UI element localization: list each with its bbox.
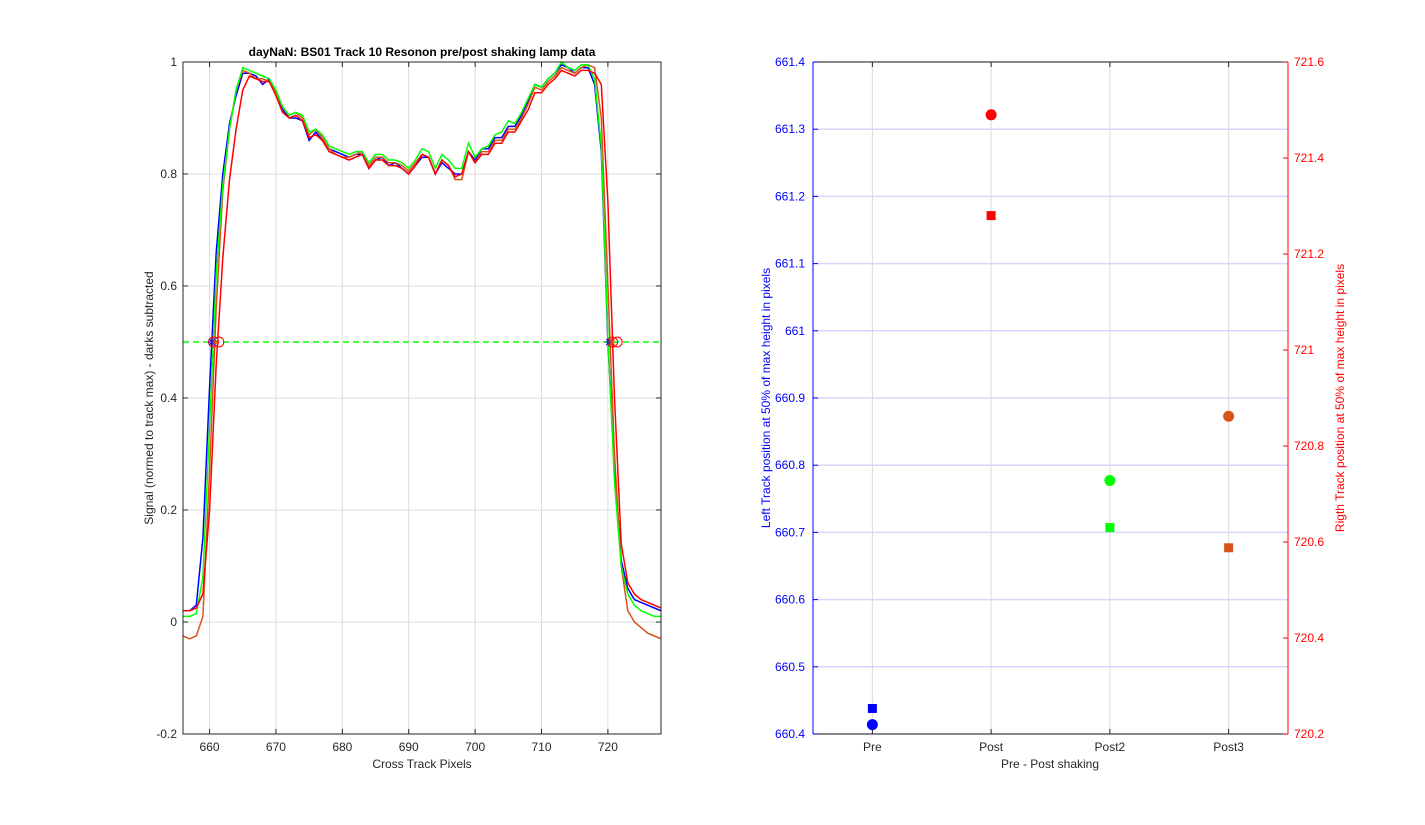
right-left-y-tick-label: 660.8 xyxy=(775,458,805,472)
left-series-line-1 xyxy=(182,63,662,640)
left-y-tick-label: 1 xyxy=(170,55,177,69)
point-post3-circle xyxy=(1223,410,1235,422)
left-crossing-star-marker-5 xyxy=(211,338,220,346)
right-right-y-tick-label: 721.2 xyxy=(1294,247,1324,261)
right-left-y-axis-label: Left Track position at 50% of max height… xyxy=(759,268,773,528)
left-y-tick-label: -0.2 xyxy=(156,727,177,741)
right-left-y-tick-label: 660.4 xyxy=(775,727,805,741)
right-left-y-tick-label: 661 xyxy=(785,324,805,338)
point-post-circle xyxy=(985,109,997,121)
right-right-y-tick-label: 720.4 xyxy=(1294,631,1324,645)
left-x-tick-label: 660 xyxy=(200,740,220,754)
point-post2-circle xyxy=(1104,475,1116,487)
right-x-axis-label: Pre - Post shaking xyxy=(1001,757,1099,771)
right-left-y-tick-label: 661.3 xyxy=(775,122,805,136)
right-left-y-tick-label: 661.2 xyxy=(775,189,805,203)
right-left-y-tick-label: 661.4 xyxy=(775,55,805,69)
right-right-y-tick-label: 721.6 xyxy=(1294,55,1324,69)
right-chart: Pre Post Post2 Post3 660.4 660.5 660.6 660.7 660… xyxy=(759,55,1347,771)
right-left-y-tick-label: 660.7 xyxy=(775,525,805,539)
point-pre-circle xyxy=(866,719,878,731)
left-series-line-0 xyxy=(183,63,662,612)
point-post-square xyxy=(986,211,996,221)
right-x-tick-label: Pre xyxy=(863,740,882,754)
left-y-tick-label: 0.6 xyxy=(160,279,177,293)
left-y-tick-label: 0 xyxy=(170,615,177,629)
left-y-axis-label: Signal (normed to track max) - darks sub… xyxy=(142,271,156,524)
left-y-tick-label: 0.4 xyxy=(160,391,177,405)
left-x-axis-label: Cross Track Pixels xyxy=(372,757,471,771)
left-y-tick-label: 0.8 xyxy=(160,167,177,181)
right-right-y-tick-label: 720.8 xyxy=(1294,439,1324,453)
left-x-tick-label: 670 xyxy=(266,740,286,754)
left-markers xyxy=(208,336,623,348)
left-y-tick-label: 0.2 xyxy=(160,503,177,517)
left-series-lines xyxy=(182,60,662,640)
left-chart-title: dayNaN: BS01 Track 10 Resonon pre/post s… xyxy=(249,45,596,59)
point-post2-square xyxy=(1105,523,1115,533)
point-pre-square xyxy=(867,703,877,713)
right-x-tick-label: Post2 xyxy=(1095,740,1126,754)
right-points xyxy=(866,109,1235,731)
right-left-y-tick-label: 661.1 xyxy=(775,257,805,271)
left-x-tick-label: 700 xyxy=(465,740,485,754)
right-left-y-tick-label: 660.5 xyxy=(775,660,805,674)
left-grid xyxy=(183,61,661,735)
left-series-line-3 xyxy=(183,69,662,612)
left-x-tick-label: 720 xyxy=(598,740,618,754)
right-ticks: Pre Post Post2 Post3 660.4 660.5 660.6 660.7 660… xyxy=(775,55,1324,754)
right-grid xyxy=(813,61,1288,735)
right-right-y-tick-label: 720.2 xyxy=(1294,727,1324,741)
left-chart: 660 670 680 690 700 710 720-0.200.20.40.60.81 … xyxy=(142,45,662,771)
point-post3-square xyxy=(1224,543,1234,553)
right-left-y-tick-label: 660.9 xyxy=(775,391,805,405)
left-crossing-star-marker-7 xyxy=(607,338,616,346)
right-right-y-tick-label: 721.4 xyxy=(1294,151,1324,165)
left-x-tick-label: 710 xyxy=(531,740,551,754)
left-series-line-2 xyxy=(183,60,661,618)
right-right-y-tick-label: 720.6 xyxy=(1294,535,1324,549)
left-x-tick-label: 680 xyxy=(332,740,352,754)
right-x-tick-label: Post3 xyxy=(1213,740,1244,754)
left-x-tick-label: 690 xyxy=(399,740,419,754)
left-ticks: 660 670 680 690 700 710 720 -0.2 0 0.2 0.4 0.6 0.8 1 xyxy=(156,55,661,754)
right-x-tick-label: Post xyxy=(979,740,1004,754)
right-right-y-axis-label: Rigth Track position at 50% of max heigh… xyxy=(1333,264,1347,532)
right-right-y-tick-label: 721 xyxy=(1294,343,1314,357)
right-left-y-tick-label: 660.6 xyxy=(775,593,805,607)
